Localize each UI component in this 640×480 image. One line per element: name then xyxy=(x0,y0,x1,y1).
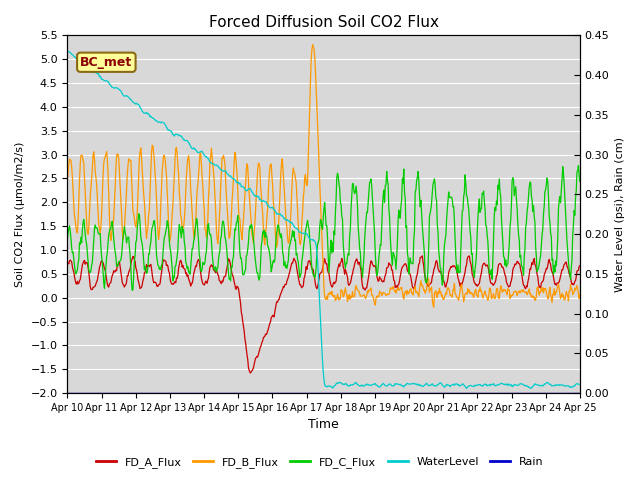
X-axis label: Time: Time xyxy=(308,419,339,432)
Text: BC_met: BC_met xyxy=(80,56,132,69)
Y-axis label: Water Level (psi), Rain (cm): Water Level (psi), Rain (cm) xyxy=(615,137,625,292)
Legend: FD_A_Flux, FD_B_Flux, FD_C_Flux, WaterLevel, Rain: FD_A_Flux, FD_B_Flux, FD_C_Flux, WaterLe… xyxy=(92,452,548,472)
Title: Forced Diffusion Soil CO2 Flux: Forced Diffusion Soil CO2 Flux xyxy=(209,15,438,30)
Y-axis label: Soil CO2 Flux (μmol/m2/s): Soil CO2 Flux (μmol/m2/s) xyxy=(15,142,25,287)
